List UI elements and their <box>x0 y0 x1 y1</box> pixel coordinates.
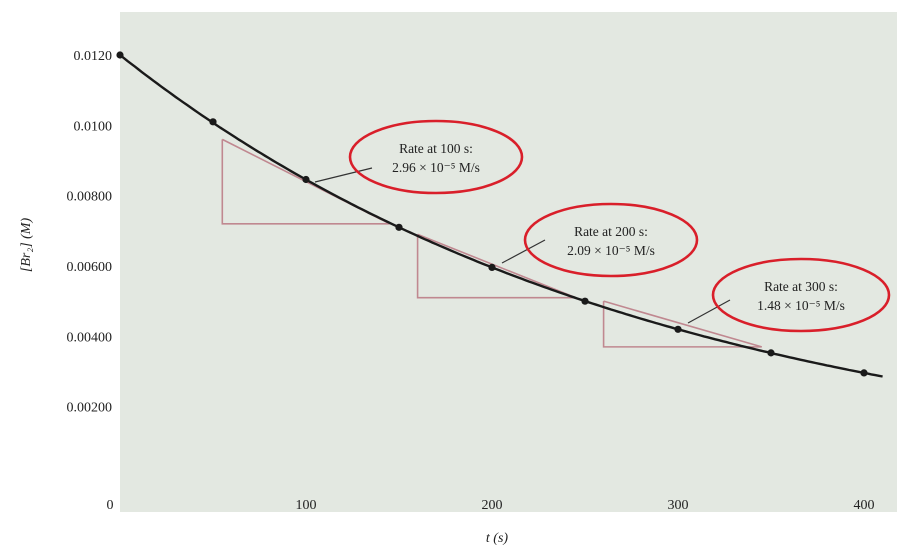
annotation-pointer-2 <box>501 239 546 264</box>
data-point <box>302 175 310 184</box>
annotation-pointer-3 <box>687 299 731 324</box>
x-tick-label: 200 <box>482 498 503 513</box>
rate-annotations: Rate at 100 s: 2.96 × 10⁻⁵ M/s Rate at 200… <box>314 119 891 333</box>
y-tick-label: 0.00800 <box>67 190 113 205</box>
annotation-rate-1: 2.96 × 10⁻⁵ M/s <box>392 160 480 175</box>
data-point <box>209 118 217 126</box>
data-point <box>488 263 496 272</box>
y-tick-label: 0.00600 <box>67 260 113 275</box>
tangent-triangle-2 <box>416 234 576 299</box>
x-tick-label: 300 <box>668 498 689 513</box>
y-tick-label: 0.0120 <box>74 49 113 64</box>
annotation-ellipse-2 <box>523 202 699 278</box>
data-point <box>767 349 775 357</box>
y-tick-labels: 0.00200 0.00400 0.00600 0.00800 0.0100 0.0120 <box>67 49 113 416</box>
concentration-curve <box>119 54 883 378</box>
plot-background <box>120 12 897 512</box>
annotation-ellipse-3 <box>711 257 891 333</box>
tangent-triangles <box>221 138 762 348</box>
data-point <box>860 369 868 377</box>
data-point <box>116 51 124 59</box>
x-axis-label: t (s) <box>486 531 509 546</box>
annotation-title-2: Rate at 200 s: <box>574 224 648 239</box>
y-axis-label: [Br₂] (M) <box>19 218 34 273</box>
annotation-rate-3: 1.48 × 10⁻⁵ M/s <box>757 298 845 313</box>
y-tick-label: 0.00400 <box>67 330 113 345</box>
annotation-ellipse-1 <box>348 119 524 195</box>
data-point <box>674 325 682 333</box>
data-point <box>395 223 403 231</box>
annotation-pointer-1 <box>314 167 373 183</box>
tangent-line-3 <box>603 300 762 348</box>
tangent-triangle-3 <box>602 301 762 348</box>
annotation-rate-2: 2.09 × 10⁻⁵ M/s <box>567 243 655 258</box>
y-tick-label: 0.0100 <box>74 119 113 134</box>
tangent-triangle-1 <box>221 139 390 225</box>
data-points <box>116 51 868 377</box>
x-tick-label: 400 <box>854 498 875 513</box>
tangent-line-2 <box>417 233 576 299</box>
annotation-title-1: Rate at 100 s: <box>399 141 473 156</box>
x-tick-label: 0 <box>107 498 114 513</box>
annotation-title-3: Rate at 300 s: <box>764 279 838 294</box>
x-tick-labels: 0 100 200 300 400 <box>107 498 875 513</box>
data-point <box>581 297 589 305</box>
y-tick-label: 0.00200 <box>67 401 113 416</box>
x-tick-label: 100 <box>296 498 317 513</box>
